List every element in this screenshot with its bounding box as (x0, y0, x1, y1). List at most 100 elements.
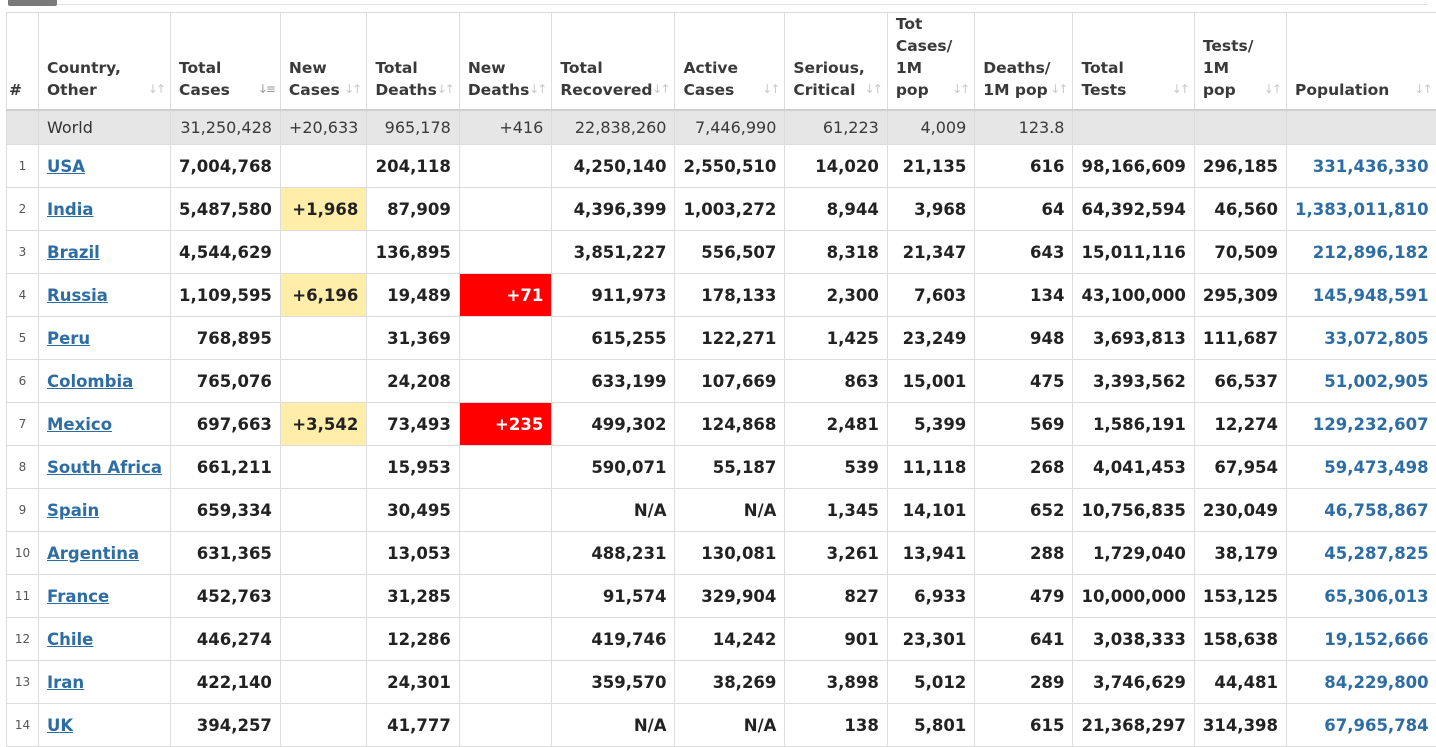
header-total-deaths[interactable]: Total Deaths↓↑ (367, 13, 460, 111)
cell-tests-per-1m: 296,185 (1194, 145, 1286, 188)
header-deaths-per-1m[interactable]: Deaths/ 1M pop↓↑ (975, 13, 1073, 111)
country-link[interactable]: Chile (47, 630, 93, 649)
sort-arrows-icon[interactable]: ↓↑ (952, 78, 968, 100)
cell-cases-per-1m: 13,941 (887, 532, 974, 575)
country-link[interactable]: Iran (47, 673, 84, 692)
cell-total-tests: 1,586,191 (1073, 403, 1194, 446)
header-new-deaths[interactable]: New Deaths↓↑ (459, 13, 552, 111)
row-rank: 1 (7, 145, 39, 188)
row-rank: 14 (7, 704, 39, 747)
header-label: Total Tests (1081, 57, 1185, 101)
covid-stats-table: #Country, Other↓↑Total Cases↓≡New Cases↓… (6, 12, 1436, 747)
header-label: Population (1295, 79, 1429, 101)
country-link[interactable]: Brazil (47, 243, 100, 262)
row-rank: 11 (7, 575, 39, 618)
cell-population: 84,229,800 (1287, 661, 1436, 704)
header-label: Country, Other (47, 57, 162, 101)
header-total-recovered[interactable]: Total Recovered↓↑ (552, 13, 675, 111)
country-link[interactable]: Russia (47, 286, 108, 305)
sort-arrows-icon[interactable]: ↓↑ (1050, 78, 1066, 100)
population-value[interactable]: 145,948,591 (1313, 286, 1429, 305)
population-value[interactable]: 19,152,666 (1324, 630, 1428, 649)
population-value[interactable]: 51,002,905 (1324, 372, 1428, 391)
cell-deaths-per-1m: 569 (975, 403, 1073, 446)
row-country-cell: USA (39, 145, 171, 188)
sort-arrows-icon[interactable]: ↓↑ (344, 78, 360, 100)
row-country-cell: South Africa (39, 446, 171, 489)
country-link[interactable]: Argentina (47, 544, 139, 563)
header-country[interactable]: Country, Other↓↑ (39, 13, 171, 111)
cell-cases-per-1m: 21,347 (887, 231, 974, 274)
sort-arrows-icon[interactable]: ↓↑ (148, 78, 164, 100)
country-link[interactable]: India (47, 200, 94, 219)
row-rank: 4 (7, 274, 39, 317)
country-link[interactable]: Spain (47, 501, 99, 520)
header-cases-per-1m[interactable]: Tot Cases/ 1M pop↓↑ (887, 13, 974, 111)
sort-arrows-icon[interactable]: ↓↑ (652, 78, 668, 100)
cell-new-deaths: +235 (459, 403, 552, 446)
population-value[interactable]: 65,306,013 (1324, 587, 1428, 606)
sort-arrows-icon[interactable]: ↓↑ (437, 78, 453, 100)
population-value[interactable]: 67,965,784 (1324, 716, 1428, 735)
country-link[interactable]: Peru (47, 329, 90, 348)
active-tab-indicator[interactable] (8, 0, 57, 6)
sort-arrows-icon[interactable]: ↓↑ (1264, 78, 1280, 100)
cell-active-cases: 38,269 (675, 661, 785, 704)
sort-arrows-icon[interactable]: ↓↑ (762, 78, 778, 100)
cell-deaths-per-1m: 64 (975, 188, 1073, 231)
population-value[interactable]: 33,072,805 (1324, 329, 1428, 348)
cell-new-deaths (459, 231, 552, 274)
cell-active-cases: 556,507 (675, 231, 785, 274)
sort-arrows-icon[interactable]: ↓↑ (529, 78, 545, 100)
country-link[interactable]: Mexico (47, 415, 112, 434)
population-value[interactable]: 129,232,607 (1313, 415, 1429, 434)
cell-population: 65,306,013 (1287, 575, 1436, 618)
header-tests-per-1m[interactable]: Tests/ 1M pop↓↑ (1194, 13, 1286, 111)
world-population (1287, 110, 1436, 145)
population-value[interactable]: 1,383,011,810 (1295, 200, 1429, 219)
cell-total-deaths: 24,301 (367, 661, 460, 704)
country-link[interactable]: Colombia (47, 372, 133, 391)
cell-active-cases: 1,003,272 (675, 188, 785, 231)
cell-serious: 863 (785, 360, 887, 403)
cell-deaths-per-1m: 479 (975, 575, 1073, 618)
population-value[interactable]: 46,758,867 (1324, 501, 1428, 520)
cell-new-deaths (459, 704, 552, 747)
population-value[interactable]: 331,436,330 (1313, 157, 1429, 176)
cell-serious: 2,300 (785, 274, 887, 317)
population-value[interactable]: 84,229,800 (1324, 673, 1428, 692)
cell-active-cases: 55,187 (675, 446, 785, 489)
cell-tests-per-1m: 295,309 (1194, 274, 1286, 317)
row-rank: 3 (7, 231, 39, 274)
cell-total-cases: 422,140 (171, 661, 281, 704)
cell-total-cases: 661,211 (171, 446, 281, 489)
sort-arrows-icon[interactable]: ↓≡ (258, 78, 274, 100)
row-country-cell: France (39, 575, 171, 618)
header-active-cases[interactable]: Active Cases↓↑ (675, 13, 785, 111)
cell-total-deaths: 136,895 (367, 231, 460, 274)
cell-active-cases: N/A (675, 704, 785, 747)
country-link[interactable]: USA (47, 157, 85, 176)
sort-arrows-icon[interactable]: ↓↑ (1415, 78, 1431, 100)
country-link[interactable]: UK (47, 716, 73, 735)
sort-arrows-icon[interactable]: ↓↑ (1172, 78, 1188, 100)
population-value[interactable]: 212,896,182 (1313, 243, 1429, 262)
population-value[interactable]: 45,287,825 (1324, 544, 1428, 563)
row-country-cell: Colombia (39, 360, 171, 403)
row-country-cell: India (39, 188, 171, 231)
sort-arrows-icon[interactable]: ↓↑ (865, 78, 881, 100)
header-serious-critical[interactable]: Serious, Critical↓↑ (785, 13, 887, 111)
header-population[interactable]: Population↓↑ (1287, 13, 1436, 111)
country-link[interactable]: France (47, 587, 109, 606)
cell-new-cases (280, 360, 366, 403)
header-new-cases[interactable]: New Cases↓↑ (280, 13, 366, 111)
cell-total-cases: 394,257 (171, 704, 281, 747)
row-rank: 5 (7, 317, 39, 360)
population-value[interactable]: 59,473,498 (1324, 458, 1428, 477)
world-cases-per-1m: 4,009 (887, 110, 974, 145)
header-total-cases[interactable]: Total Cases↓≡ (171, 13, 281, 111)
country-link[interactable]: South Africa (47, 458, 162, 477)
header-total-tests[interactable]: Total Tests↓↑ (1073, 13, 1194, 111)
